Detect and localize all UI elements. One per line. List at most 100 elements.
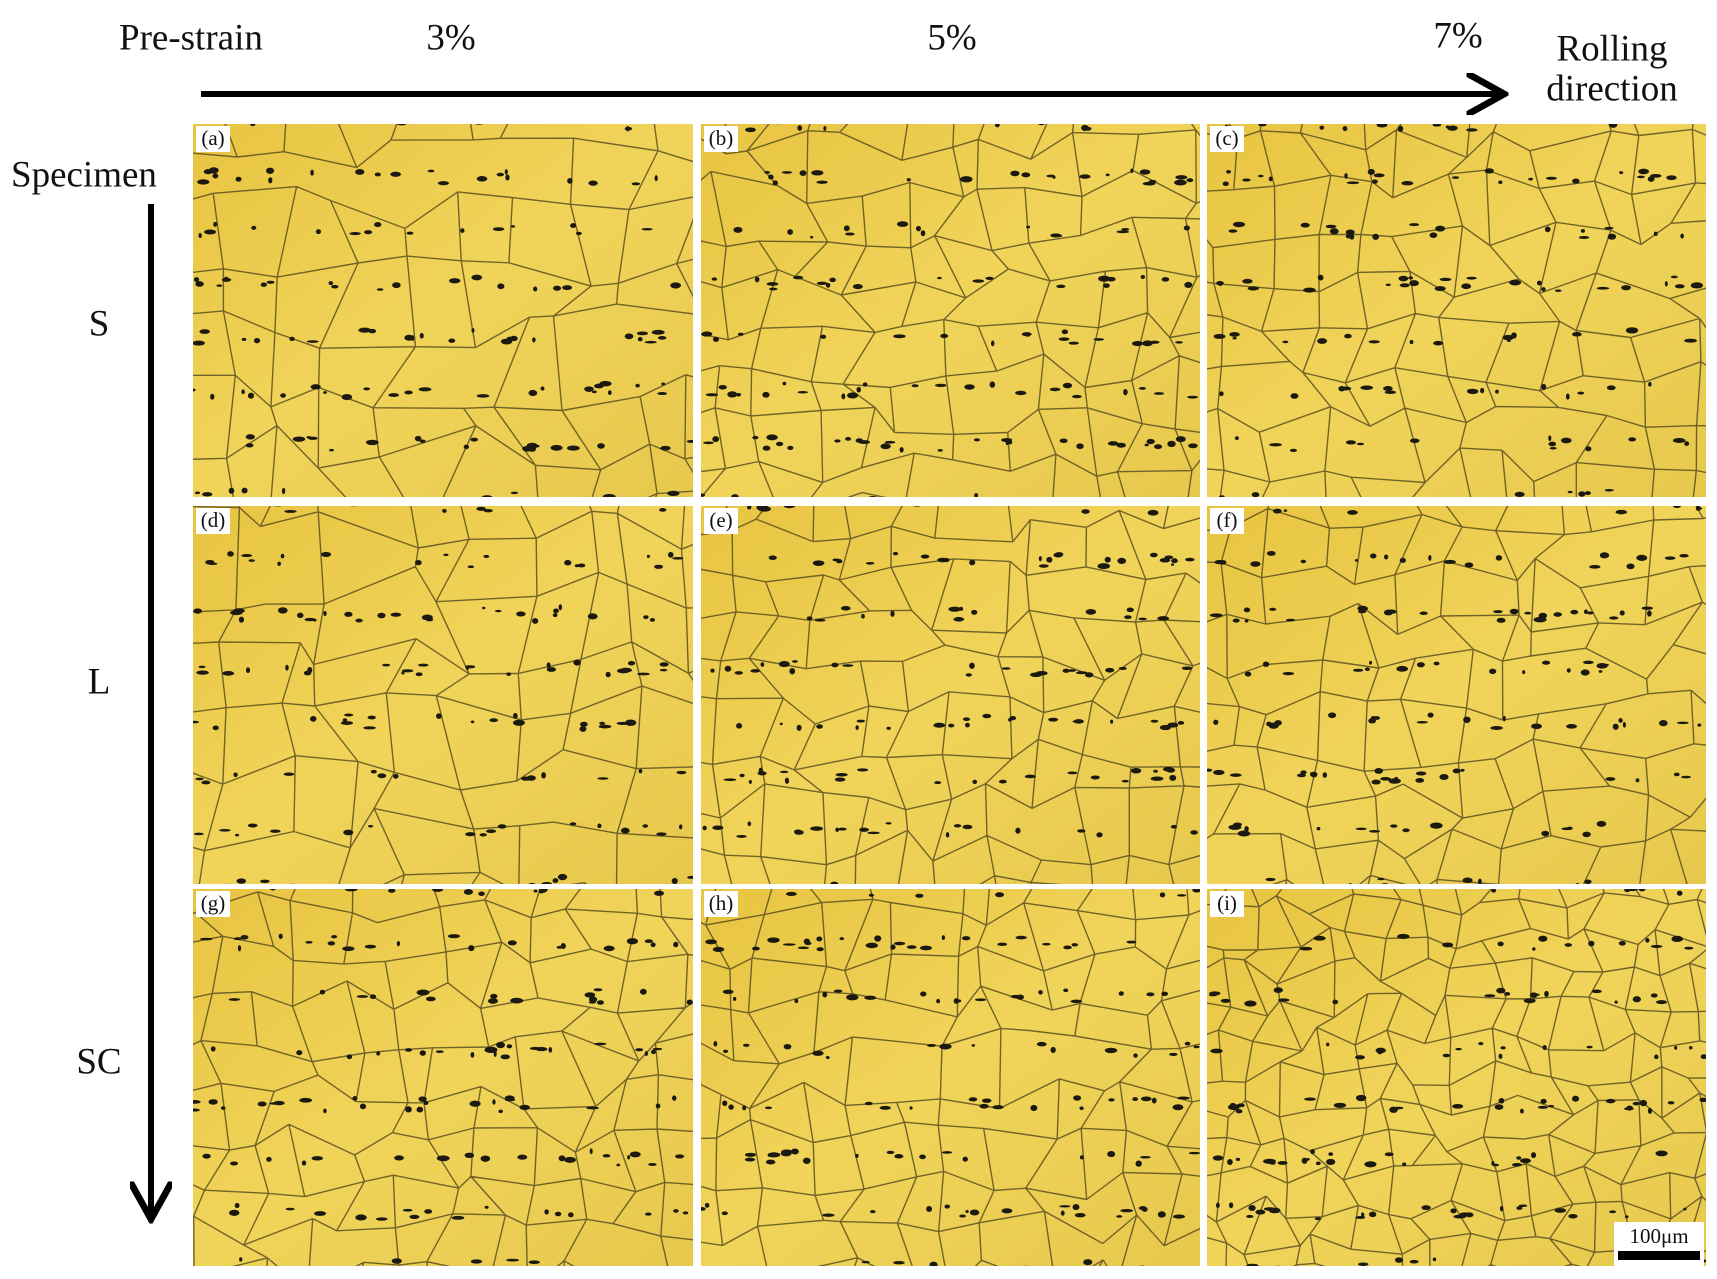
inclusion <box>479 833 487 837</box>
inclusion <box>682 1211 689 1215</box>
inclusion <box>1688 1046 1693 1050</box>
inclusion <box>1192 889 1200 893</box>
inclusion <box>506 1258 520 1262</box>
inclusion <box>310 169 314 176</box>
inclusion <box>1344 173 1348 179</box>
inclusion <box>1695 506 1701 511</box>
inclusion <box>1371 779 1381 785</box>
inclusion <box>1612 723 1619 730</box>
inclusion <box>328 281 334 286</box>
inclusion <box>1081 509 1090 514</box>
inclusion <box>368 328 377 334</box>
micrograph: (h) <box>701 889 1200 1266</box>
inclusion <box>1072 1203 1080 1211</box>
inclusion <box>597 823 602 829</box>
inclusion <box>627 1155 631 1160</box>
inclusion <box>1266 550 1276 556</box>
inclusion <box>285 1207 295 1211</box>
inclusion <box>1184 1041 1191 1046</box>
inclusion <box>510 491 519 495</box>
inclusion <box>1228 229 1238 233</box>
inclusion <box>546 662 551 669</box>
inclusion <box>1459 1212 1471 1217</box>
inclusion <box>1070 999 1083 1004</box>
inclusion <box>415 672 423 677</box>
inclusion <box>1181 666 1193 671</box>
inclusion <box>1401 181 1414 186</box>
inclusion <box>1023 1265 1030 1266</box>
inclusion <box>1455 1047 1462 1051</box>
inclusion <box>686 439 693 443</box>
inclusion <box>200 937 213 941</box>
inclusion <box>266 280 275 284</box>
strain-label: 7% <box>1433 15 1482 56</box>
inclusion <box>230 610 243 616</box>
inclusion <box>1435 225 1446 232</box>
inclusion <box>651 1049 656 1055</box>
inclusion <box>319 989 326 995</box>
inclusion <box>195 777 204 781</box>
inclusion <box>1565 393 1570 400</box>
inclusion <box>1219 495 1225 497</box>
inclusion <box>234 1203 240 1209</box>
inclusion <box>1545 176 1557 180</box>
inclusion <box>1326 1158 1336 1166</box>
inclusion <box>1213 333 1226 339</box>
inclusion <box>783 1043 792 1050</box>
inclusion <box>631 182 641 186</box>
inclusion <box>1316 826 1321 831</box>
inclusion <box>1619 610 1625 616</box>
inclusion <box>390 116 393 121</box>
inclusion <box>241 487 248 494</box>
inclusion <box>856 386 862 393</box>
inclusion <box>522 445 533 452</box>
micrograph: (a) <box>193 116 693 497</box>
inclusion <box>1138 387 1147 390</box>
inclusion <box>1433 340 1444 346</box>
inclusion <box>1537 1105 1549 1109</box>
inclusion <box>969 662 975 669</box>
inclusion <box>845 436 852 441</box>
inclusion <box>890 610 895 617</box>
inclusion <box>306 340 319 343</box>
inclusion <box>635 1048 644 1052</box>
inclusion <box>1144 443 1149 447</box>
inclusion <box>1076 443 1084 450</box>
inclusion <box>1522 670 1526 675</box>
inclusion <box>667 551 674 558</box>
inclusion <box>230 1161 239 1166</box>
inclusion <box>233 772 238 778</box>
inclusion <box>1038 555 1042 562</box>
inclusion <box>1507 118 1518 123</box>
inclusion <box>506 1044 513 1049</box>
inclusion <box>1290 393 1299 399</box>
inclusion <box>343 829 354 836</box>
inclusion <box>552 612 558 618</box>
inclusion <box>424 1209 433 1214</box>
inclusion <box>1398 275 1409 282</box>
inclusion <box>226 883 233 884</box>
inclusion <box>642 824 649 828</box>
inclusion <box>1572 332 1582 337</box>
inclusion <box>220 1106 226 1110</box>
inclusion <box>247 392 254 399</box>
inclusion <box>1268 1207 1281 1214</box>
grain-boundaries <box>193 506 693 884</box>
inclusion <box>616 1163 621 1167</box>
inclusion <box>756 506 769 511</box>
inclusion <box>556 945 563 949</box>
inclusion <box>637 337 643 342</box>
inclusion <box>1445 125 1450 129</box>
inclusion <box>783 506 796 509</box>
inclusion <box>1671 935 1684 943</box>
inclusion <box>1146 438 1155 445</box>
inclusion <box>1355 1094 1367 1102</box>
inclusion <box>913 506 921 507</box>
inclusion <box>1615 509 1628 515</box>
inclusion <box>484 1046 498 1054</box>
inclusion <box>1538 612 1548 619</box>
inclusion <box>1248 1204 1256 1211</box>
inclusion <box>911 384 919 388</box>
inclusion <box>780 1150 792 1157</box>
inclusion <box>1282 340 1289 344</box>
